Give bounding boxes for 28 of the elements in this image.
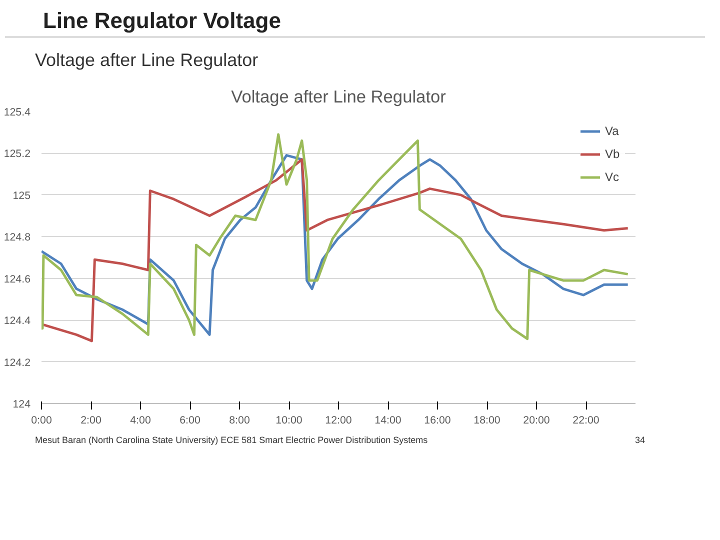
x-tick-label: 12:00 xyxy=(325,414,352,427)
x-tick-label: 18:00 xyxy=(474,414,500,427)
x-tick-label: 8:00 xyxy=(229,414,250,427)
y-tick-label: 125 xyxy=(12,190,31,202)
y-tick-label: 124.8 xyxy=(4,232,31,244)
text: 34 xyxy=(635,434,646,447)
x-tick-label: 16:00 xyxy=(424,414,451,427)
y-tick-label: 124 xyxy=(12,398,31,411)
legend-label: Vb xyxy=(605,147,621,162)
x-tick-label: 22:00 xyxy=(572,414,600,427)
y-tick-label: 124.2 xyxy=(4,356,31,369)
x-tick-label: 0:00 xyxy=(31,414,52,427)
x-tick-label: 6:00 xyxy=(180,414,200,427)
x-tick-label: 4:00 xyxy=(130,414,151,427)
y-tick-label: 124.6 xyxy=(4,273,31,286)
x-tick-label: 14:00 xyxy=(374,414,402,427)
legend-label: Vc xyxy=(605,170,620,184)
y-tick-label: 125.2 xyxy=(4,148,31,160)
text: Mesut Baran (North Carolina State University) ECE 581 Smart Electric Power Distribution Systems xyxy=(35,434,428,447)
text: Voltage after Line Regulator xyxy=(35,49,258,72)
chart-title: Voltage after Line Regulator xyxy=(231,86,446,107)
x-tick-label: 20:00 xyxy=(523,414,550,427)
text: Line Regulator Voltage xyxy=(43,7,281,35)
y-tick-label: 124.4 xyxy=(4,315,31,328)
x-tick-label: 10:00 xyxy=(276,414,302,427)
legend-label: Va xyxy=(605,124,620,138)
x-tick-label: 2:00 xyxy=(80,414,102,427)
y-tick-label: 125.4 xyxy=(4,106,31,119)
